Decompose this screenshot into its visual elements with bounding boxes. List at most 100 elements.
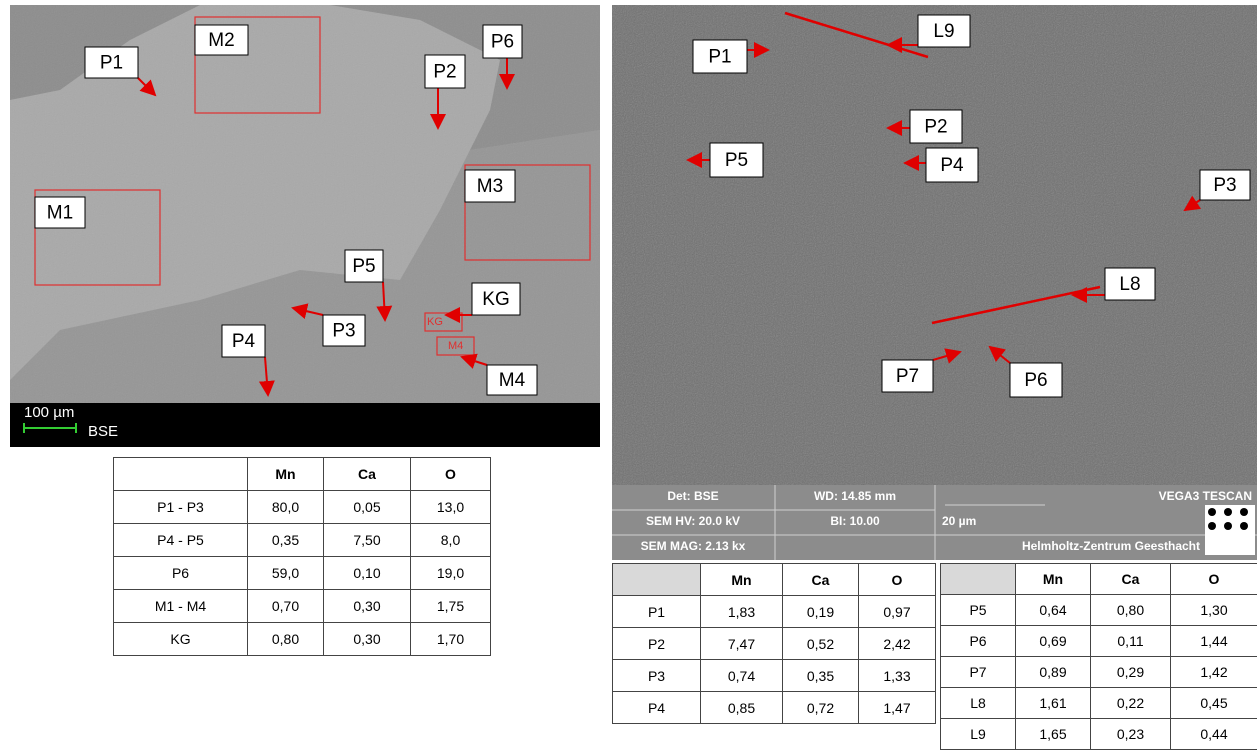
- table-cell: 2,42: [858, 627, 936, 660]
- label: P5: [352, 256, 375, 277]
- label: M1: [47, 203, 73, 224]
- label: P3: [332, 321, 355, 342]
- label: L9: [933, 21, 954, 42]
- label: P1: [708, 47, 731, 68]
- table-cell: 1,44: [1170, 625, 1257, 657]
- table-cell: 1,61: [1015, 687, 1091, 719]
- table-cell: 0,35: [782, 659, 859, 692]
- info-text: 20 µm: [942, 514, 976, 528]
- info-text: SEM HV: 20.0 kV: [646, 514, 740, 528]
- label: P3: [1213, 175, 1236, 196]
- region-label: M4: [448, 340, 463, 352]
- table-cell: 59,0: [247, 556, 324, 590]
- table-cell: 0,35: [247, 523, 324, 557]
- label: M2: [208, 30, 234, 51]
- info-text: Helmholtz-Zentrum Geesthacht: [1022, 539, 1200, 553]
- table-cell: 1,33: [858, 659, 936, 692]
- info-text: VEGA3 TESCAN: [1159, 489, 1252, 503]
- info-text: BI: 10.00: [830, 514, 880, 528]
- table-cell: 0,29: [1090, 656, 1171, 688]
- table-cell: 0,52: [782, 627, 859, 660]
- table-cell: 0,72: [782, 691, 859, 724]
- table-cell: 0,69: [1015, 625, 1091, 657]
- table-cell: 0,05: [323, 490, 411, 524]
- table-cell: 1,47: [858, 691, 936, 724]
- table-cell: P6: [940, 625, 1016, 657]
- table-cell: P4 - P5: [113, 523, 248, 557]
- label: P6: [491, 32, 514, 53]
- table-corner: [940, 563, 1016, 595]
- label: P2: [433, 62, 456, 83]
- label: L8: [1119, 274, 1140, 295]
- table-cell: 0,80: [247, 622, 324, 656]
- table-cell: 0,10: [323, 556, 411, 590]
- table-cell: 0,30: [323, 589, 411, 623]
- right-sem-image: Det: BSE WD: 14.85 mm VEGA3 TESCAN SEM H…: [612, 5, 1257, 560]
- table-cell: P1 - P3: [113, 490, 248, 524]
- label: P4: [940, 155, 964, 176]
- label: P2: [924, 117, 947, 138]
- table-cell: Mn: [247, 457, 324, 491]
- table-cell: 1,65: [1015, 718, 1091, 750]
- table-cell: 0,11: [1090, 625, 1171, 657]
- label: KG: [482, 289, 509, 310]
- table-cell: P2: [612, 627, 701, 660]
- info-text: WD: 14.85 mm: [814, 489, 896, 503]
- table-cell: 1,75: [410, 589, 491, 623]
- table-cell: 0,97: [858, 595, 936, 628]
- table-cell: Mn: [700, 563, 783, 596]
- table-cell: P1: [612, 595, 701, 628]
- table-cell: Ca: [323, 457, 411, 491]
- table-cell: 0,44: [1170, 718, 1257, 750]
- label: P4: [232, 331, 256, 352]
- table-cell: 0,74: [700, 659, 783, 692]
- info-text: SEM MAG: 2.13 kx: [641, 539, 746, 553]
- scale-bar: 100 µm: [24, 404, 74, 421]
- region-label: KG: [427, 316, 443, 328]
- table-cell: O: [858, 563, 936, 596]
- label: P7: [896, 366, 919, 387]
- table-cell: O: [410, 457, 491, 491]
- table-cell: Mn: [1015, 563, 1091, 595]
- table-cell: 0,70: [247, 589, 324, 623]
- table-cell: Ca: [782, 563, 859, 596]
- info-text: Det: BSE: [667, 489, 718, 503]
- table-cell: P6: [113, 556, 248, 590]
- table-cell: 8,0: [410, 523, 491, 557]
- table-corner: [612, 563, 701, 596]
- table-corner: [113, 457, 248, 491]
- table-cell: 0,89: [1015, 656, 1091, 688]
- table-cell: L9: [940, 718, 1016, 750]
- label: P5: [725, 150, 748, 171]
- table-cell: 0,85: [700, 691, 783, 724]
- table-cell: 19,0: [410, 556, 491, 590]
- page: 100 µm BSE KG M4 Det: BSE WD: 14.85 mm V…: [0, 0, 1257, 751]
- label: P1: [100, 53, 123, 74]
- table-cell: O: [1170, 563, 1257, 595]
- table-cell: 1,83: [700, 595, 783, 628]
- label: M3: [477, 176, 503, 197]
- table-cell: 1,42: [1170, 656, 1257, 688]
- table-cell: M1 - M4: [113, 589, 248, 623]
- table-cell: 0,19: [782, 595, 859, 628]
- detector: BSE: [88, 423, 118, 440]
- table-cell: 80,0: [247, 490, 324, 524]
- table-cell: 7,50: [323, 523, 411, 557]
- table-cell: 0,30: [323, 622, 411, 656]
- table-cell: 0,64: [1015, 594, 1091, 626]
- table-cell: 7,47: [700, 627, 783, 660]
- table-cell: 13,0: [410, 490, 491, 524]
- table-cell: 0,23: [1090, 718, 1171, 750]
- table-cell: 0,45: [1170, 687, 1257, 719]
- table-cell: P5: [940, 594, 1016, 626]
- table-cell: P3: [612, 659, 701, 692]
- table-cell: P4: [612, 691, 701, 724]
- label: P6: [1024, 370, 1047, 391]
- table-cell: 1,30: [1170, 594, 1257, 626]
- table-cell: Ca: [1090, 563, 1171, 595]
- table-cell: 0,22: [1090, 687, 1171, 719]
- table-cell: 1,70: [410, 622, 491, 656]
- table-cell: 0,80: [1090, 594, 1171, 626]
- table-cell: P7: [940, 656, 1016, 688]
- table-cell: L8: [940, 687, 1016, 719]
